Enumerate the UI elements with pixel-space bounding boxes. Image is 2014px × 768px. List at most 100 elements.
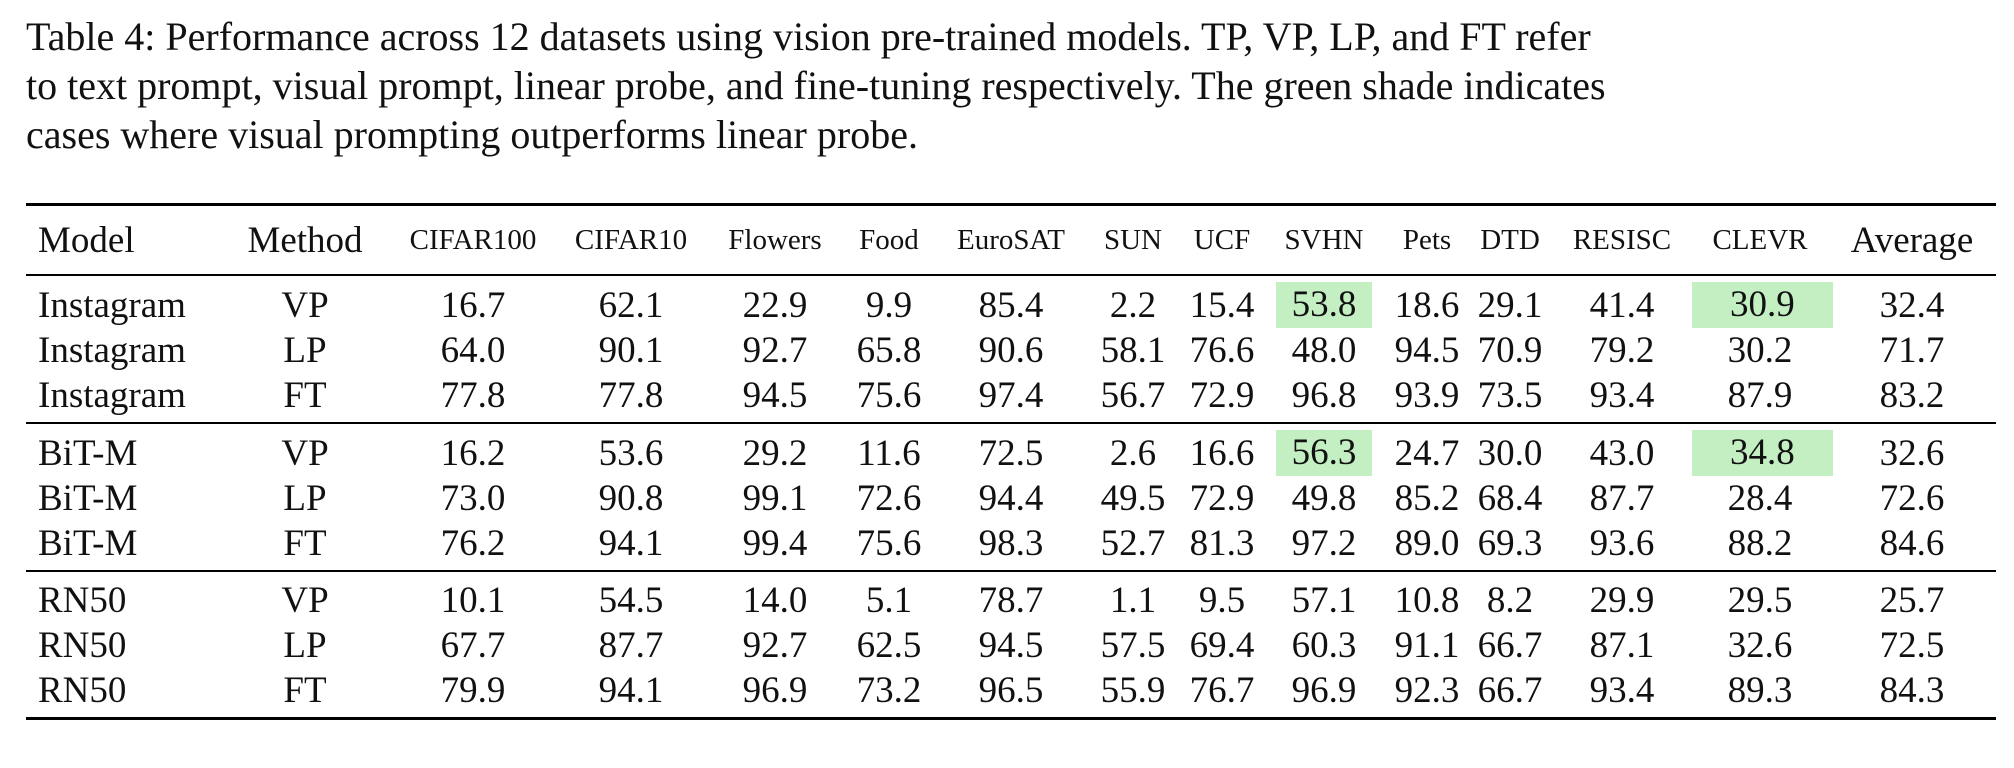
model-cell: Instagram (38, 284, 186, 326)
value-cell: 57.1 (1291, 580, 1357, 621)
value-cell: 92.7 (742, 625, 808, 666)
value-cell: 87.7 (598, 625, 664, 666)
model-cell: RN50 (38, 670, 127, 711)
value-cell: 89.0 (1394, 523, 1460, 564)
table-row: BiT-M VP 16.2 53.6 29.2 11.6 72.5 2.6 16.6 56.3 24… (26, 423, 1996, 476)
value-cell: 93.4 (1589, 670, 1655, 711)
value-cell: 93.9 (1394, 375, 1460, 416)
value-cell: 53.6 (598, 432, 664, 474)
value-cell: 72.5 (1879, 625, 1945, 666)
table-row: RN50 FT 79.9 94.1 96.9 73.2 96.5 55.9 76.7 96.9 92… (26, 668, 1996, 719)
table-row: RN50 LP 67.7 87.7 92.7 62.5 94.5 57.5 69.4 60.3 91… (26, 623, 1996, 668)
value-cell: 93.4 (1589, 375, 1655, 416)
value-cell: 72.9 (1189, 375, 1255, 416)
table-row: RN50 VP 10.1 54.5 14.0 5.1 78.7 1.1 9.5 57.1 10.8 8… (26, 571, 1996, 623)
value-cell: 10.8 (1394, 580, 1460, 621)
value-cell: 91.1 (1394, 625, 1460, 666)
value-cell: 94.4 (978, 478, 1044, 519)
method-cell: VP (281, 432, 329, 474)
value-cell: 53.8 (1262, 275, 1386, 328)
value-cell: 15.4 (1189, 284, 1255, 326)
value-cell: 8.2 (1486, 580, 1534, 621)
value-cell: 16.6 (1189, 432, 1255, 474)
method-cell: FT (283, 670, 327, 711)
value-cell: 97.4 (978, 375, 1044, 416)
value-cell: 62.5 (856, 625, 922, 666)
method-cell: VP (281, 580, 329, 621)
value-cell: 94.5 (1394, 330, 1460, 371)
value-cell: 56.3 (1262, 423, 1386, 476)
column-header-eurosat: EuroSAT (957, 223, 1065, 256)
value-cell: 75.6 (856, 375, 922, 416)
value-cell: 49.8 (1291, 478, 1357, 519)
table-caption: Table 4: Performance across 12 datasets … (26, 12, 1906, 159)
value-cell: 70.9 (1477, 330, 1543, 371)
highlighted-value: 34.8 (1692, 430, 1833, 476)
value-cell: 64.0 (440, 330, 506, 371)
column-header-cifar10: CIFAR10 (574, 223, 688, 256)
value-cell: 9.5 (1198, 580, 1246, 621)
value-cell: 85.2 (1394, 478, 1460, 519)
method-cell: LP (283, 330, 327, 371)
column-header-svhn: SVHN (1284, 223, 1364, 256)
value-cell: 99.4 (742, 523, 808, 564)
highlighted-value: 56.3 (1275, 430, 1373, 476)
value-cell: 60.3 (1291, 625, 1357, 666)
value-cell: 90.1 (598, 330, 664, 371)
table-row: BiT-M LP 73.0 90.8 99.1 72.6 94.4 49.5 72.9 49.8 8… (26, 476, 1996, 521)
value-cell: 97.2 (1291, 523, 1357, 564)
column-header-resisc: RESISC (1572, 223, 1672, 256)
value-cell: 30.0 (1477, 432, 1543, 474)
model-cell: BiT-M (38, 523, 138, 564)
model-cell: RN50 (38, 625, 127, 666)
value-cell: 84.3 (1879, 670, 1945, 711)
value-cell: 56.7 (1100, 375, 1166, 416)
value-cell: 96.8 (1291, 375, 1357, 416)
column-header-model: Model (38, 219, 135, 261)
value-cell: 99.1 (742, 478, 808, 519)
value-cell: 73.0 (440, 478, 506, 519)
value-cell: 83.2 (1879, 375, 1945, 416)
value-cell: 87.9 (1727, 375, 1793, 416)
value-cell: 76.2 (440, 523, 506, 564)
value-cell: 24.7 (1394, 432, 1460, 474)
value-cell: 11.6 (857, 432, 921, 474)
value-cell: 90.6 (978, 330, 1044, 371)
value-cell: 76.6 (1189, 330, 1255, 371)
value-cell: 62.1 (598, 284, 664, 326)
value-cell: 87.7 (1589, 478, 1655, 519)
value-cell: 25.7 (1879, 580, 1945, 621)
model-cell: RN50 (38, 580, 127, 621)
column-header-average: Average (1850, 219, 1974, 261)
value-cell: 30.2 (1727, 330, 1793, 371)
value-cell: 52.7 (1100, 523, 1166, 564)
value-cell: 55.9 (1100, 670, 1166, 711)
value-cell: 30.9 (1692, 275, 1833, 328)
value-cell: 84.6 (1879, 523, 1945, 564)
column-header-food: Food (859, 223, 919, 256)
value-cell: 29.5 (1727, 580, 1793, 621)
value-cell: 43.0 (1589, 432, 1655, 474)
results-table-container: Model Method CIFAR100 CIFAR10 Flowers Food Eur… (26, 203, 1996, 720)
value-cell: 41.4 (1589, 284, 1655, 326)
value-cell: 73.2 (856, 670, 922, 711)
value-cell: 72.6 (856, 478, 922, 519)
value-cell: 58.1 (1100, 330, 1166, 371)
value-cell: 76.7 (1189, 670, 1255, 711)
table-group: BiT-M VP 16.2 53.6 29.2 11.6 72.5 2.6 16.6 56.3 24… (26, 423, 1996, 571)
value-cell: 54.5 (598, 580, 664, 621)
column-header-ucf: UCF (1193, 223, 1251, 256)
highlighted-value: 53.8 (1275, 282, 1373, 328)
method-cell: FT (283, 375, 327, 416)
value-cell: 22.9 (742, 284, 808, 326)
column-header-sun: SUN (1103, 223, 1162, 256)
value-cell: 34.8 (1692, 423, 1833, 476)
method-cell: VP (281, 284, 329, 326)
table-row: BiT-M FT 76.2 94.1 99.4 75.6 98.3 52.7 81.3 97.2 8… (26, 521, 1996, 571)
value-cell: 48.0 (1291, 330, 1357, 371)
value-cell: 66.7 (1477, 670, 1543, 711)
value-cell: 16.2 (440, 432, 506, 474)
value-cell: 87.1 (1589, 625, 1655, 666)
value-cell: 90.8 (598, 478, 664, 519)
value-cell: 81.3 (1189, 523, 1255, 564)
